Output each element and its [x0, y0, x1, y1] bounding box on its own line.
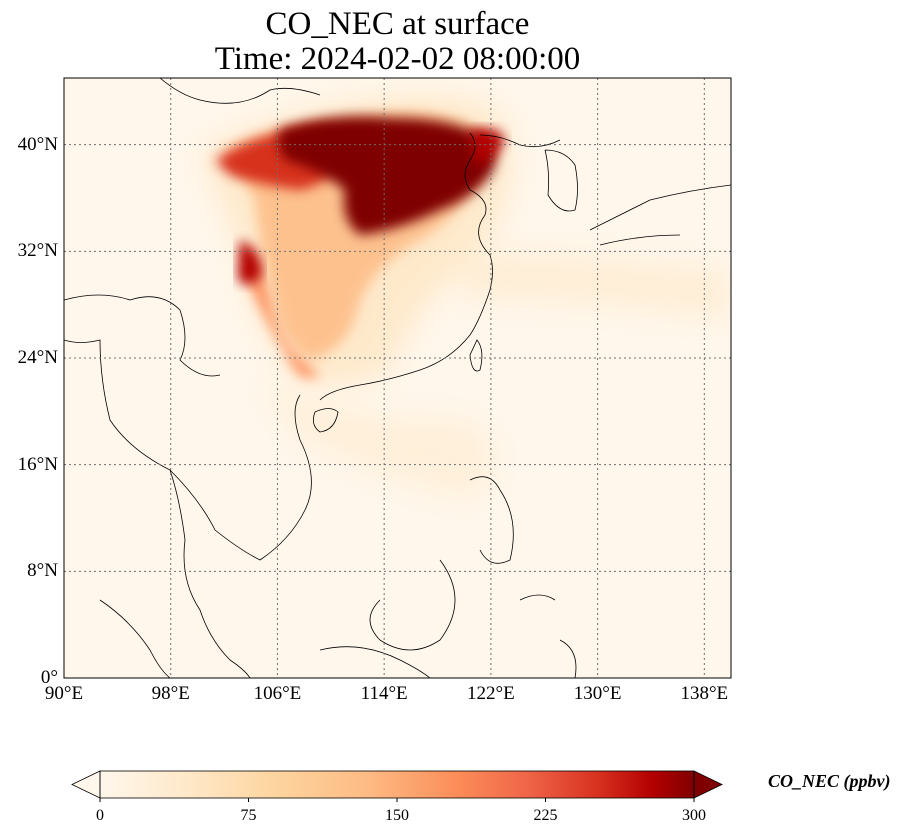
lat-tick-label: 24°N: [17, 347, 58, 368]
lon-tick-label: 130°E: [573, 683, 622, 704]
lon-tick-label: 90°E: [44, 683, 84, 704]
lon-tick-label: 138°E: [680, 683, 729, 704]
lat-tick-label: 8°N: [27, 560, 58, 582]
colorbar: [71, 770, 723, 799]
colorbar-label: CO_NEC (ppbv): [768, 771, 891, 791]
co-concentration-field: [64, 78, 731, 678]
lat-tick-label: 16°N: [17, 453, 58, 475]
lon-tick-label: 98°E: [151, 683, 190, 704]
colorbar-tick-label: 225: [533, 807, 558, 824]
map-gridlines: [64, 78, 731, 678]
lat-tick-label: 40°N: [17, 133, 58, 155]
colorbar-tick-label: 0: [96, 807, 104, 824]
colorbar-min-extend: [71, 770, 101, 799]
map-title: CO_NEC at surface: [265, 6, 530, 42]
lon-tick-label: 122°E: [467, 683, 515, 704]
colorbar-tick-label: 75: [240, 807, 257, 824]
lat-tick-label: 0°: [40, 667, 58, 688]
lon-tick-label: 106°E: [253, 683, 302, 704]
lat-tick-label: 32°N: [17, 240, 58, 262]
map-time-subtitle: Time: 2024-02-02 08:00:00: [214, 41, 581, 77]
colorbar-tick-label: 300: [682, 807, 706, 824]
coastline-borders: [64, 78, 731, 678]
colorbar-tick-label: 150: [385, 807, 409, 824]
lon-tick-label: 114°E: [360, 683, 408, 704]
map-frame: [63, 77, 732, 679]
colorbar-max-extend: [693, 770, 723, 799]
